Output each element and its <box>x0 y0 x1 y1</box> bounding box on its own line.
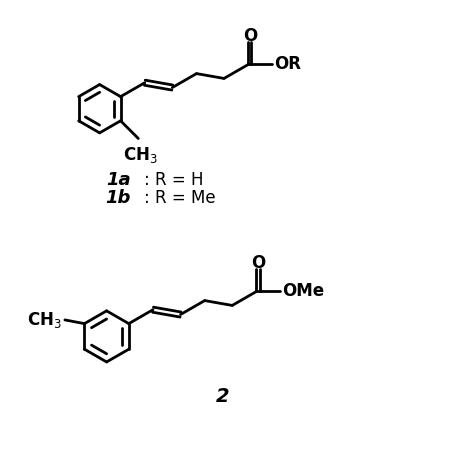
Text: : R = Me: : R = Me <box>144 189 216 207</box>
Text: CH$_3$: CH$_3$ <box>123 145 157 165</box>
Text: : R = H: : R = H <box>144 171 203 189</box>
Text: OMe: OMe <box>283 282 325 300</box>
Text: O: O <box>251 254 265 272</box>
Text: 1a: 1a <box>106 171 130 189</box>
Text: 1b: 1b <box>106 189 131 207</box>
Text: O: O <box>243 26 257 44</box>
Text: CH$_3$: CH$_3$ <box>27 310 62 330</box>
Text: 2: 2 <box>216 387 230 406</box>
Text: OR: OR <box>274 55 301 73</box>
